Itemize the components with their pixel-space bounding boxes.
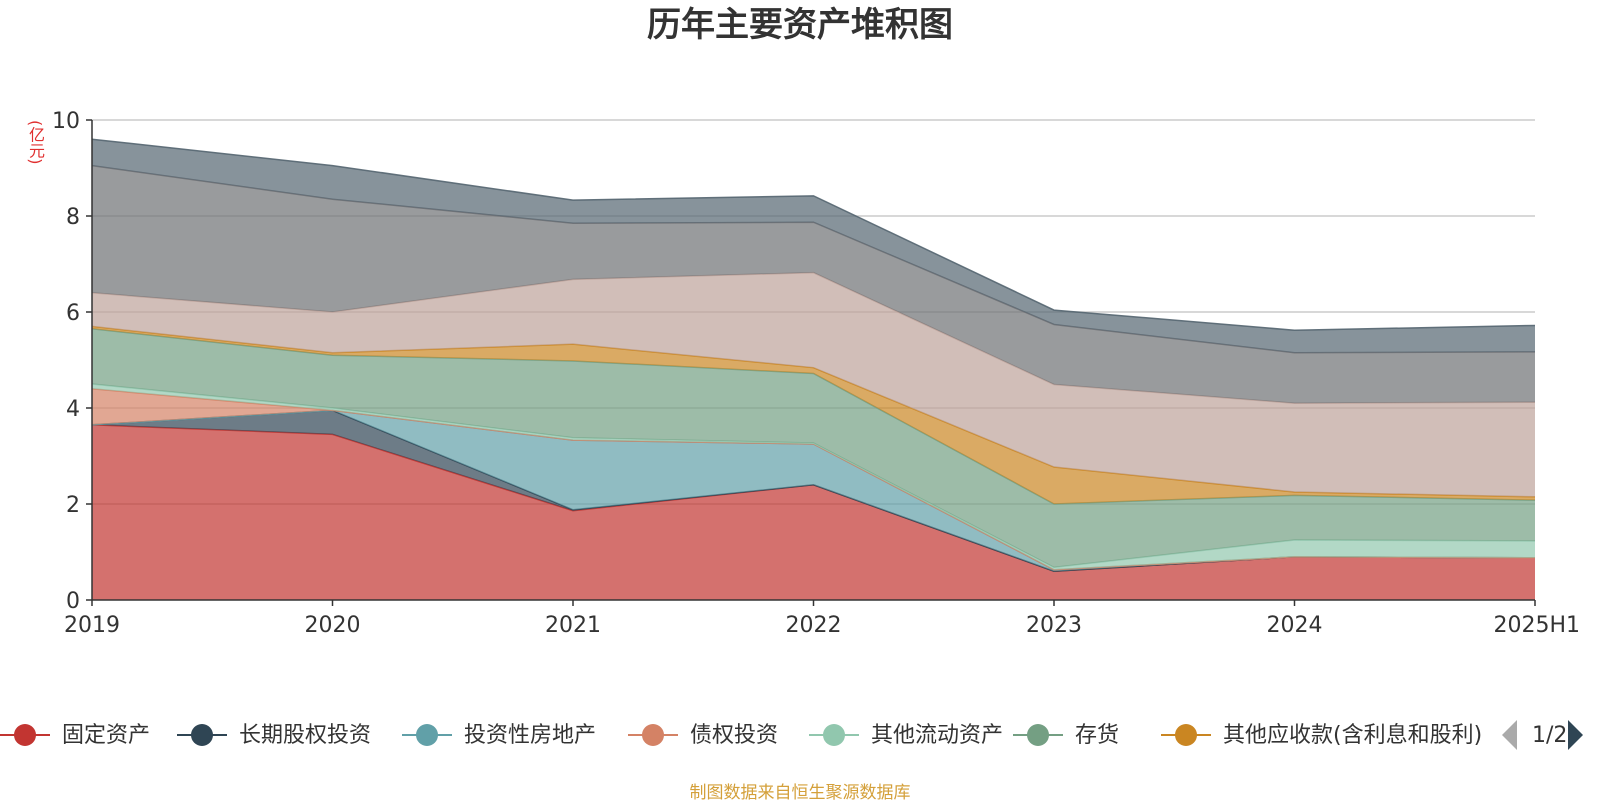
- legend-marker: [1027, 724, 1049, 746]
- area-series-3: [92, 410, 1535, 572]
- legend-marker: [642, 724, 664, 746]
- axis-layer: 0 2 4 6 8 10 2019 2020 2021 2022 2023 2024 2025H1: [52, 109, 1580, 638]
- legend: 固定资产 长期股权投资 投资性房地产 债权投资 其他流动资产 存货 其他应收款(含利息和股利…: [0, 723, 1482, 748]
- source-note: 制图数据来自恒生聚源数据库: [689, 783, 911, 803]
- legend-items: 固定资产 长期股权投资 投资性房地产 债权投资 其他流动资产 存货 其他应收款(含利息和股利…: [0, 723, 1482, 748]
- x-tick-label: 2023: [1026, 613, 1082, 638]
- area-series-8: [92, 272, 1535, 497]
- legend-marker: [823, 724, 845, 746]
- area-series-2: [92, 410, 1535, 572]
- x-tick-label: 2019: [64, 613, 120, 638]
- y-tick-label: 10: [52, 109, 80, 134]
- legend-marker: [1175, 724, 1197, 746]
- legend-label: 其他流动资产: [871, 723, 1003, 748]
- legend-prev-icon[interactable]: [1502, 720, 1517, 750]
- legend-label: 其他应收款(含利息和股利): [1223, 723, 1482, 748]
- legend-pager: 1/2: [1502, 720, 1583, 750]
- y-tick-label: 4: [66, 397, 80, 422]
- x-tick-label: 2020: [305, 613, 361, 638]
- area-layer: [91, 138, 1536, 600]
- y-tick-label: 8: [66, 205, 80, 230]
- area-series-10: [92, 139, 1535, 353]
- legend-label: 固定资产: [62, 723, 150, 748]
- legend-marker: [14, 724, 36, 746]
- legend-page-indicator: 1/2: [1532, 723, 1567, 748]
- area-series-4: [92, 388, 1535, 570]
- legend-next-icon[interactable]: [1568, 720, 1583, 750]
- area-series-6: [92, 328, 1535, 568]
- legend-label: 债权投资: [690, 723, 778, 748]
- x-tick-label: 2025H1: [1493, 613, 1580, 638]
- x-tick-label: 2021: [545, 613, 601, 638]
- x-tick-label: 2022: [786, 613, 842, 638]
- x-tick-label: 2024: [1267, 613, 1323, 638]
- legend-marker: [416, 724, 438, 746]
- y-axis-unit: (亿元): [26, 120, 45, 165]
- legend-label: 存货: [1075, 723, 1119, 748]
- legend-marker: [191, 724, 213, 746]
- area-series-9: [92, 165, 1535, 404]
- y-tick-label: 6: [66, 301, 80, 326]
- chart-title: 历年主要资产堆积图: [647, 5, 953, 45]
- area-series-1: [92, 424, 1535, 600]
- series-line-10: [91, 138, 1536, 331]
- area-series-7: [92, 326, 1535, 504]
- legend-label: 长期股权投资: [239, 723, 371, 748]
- y-tick-label: 2: [66, 493, 80, 518]
- y-tick-label: 0: [66, 589, 80, 614]
- legend-label: 投资性房地产: [464, 723, 596, 748]
- area-series-5: [92, 384, 1535, 570]
